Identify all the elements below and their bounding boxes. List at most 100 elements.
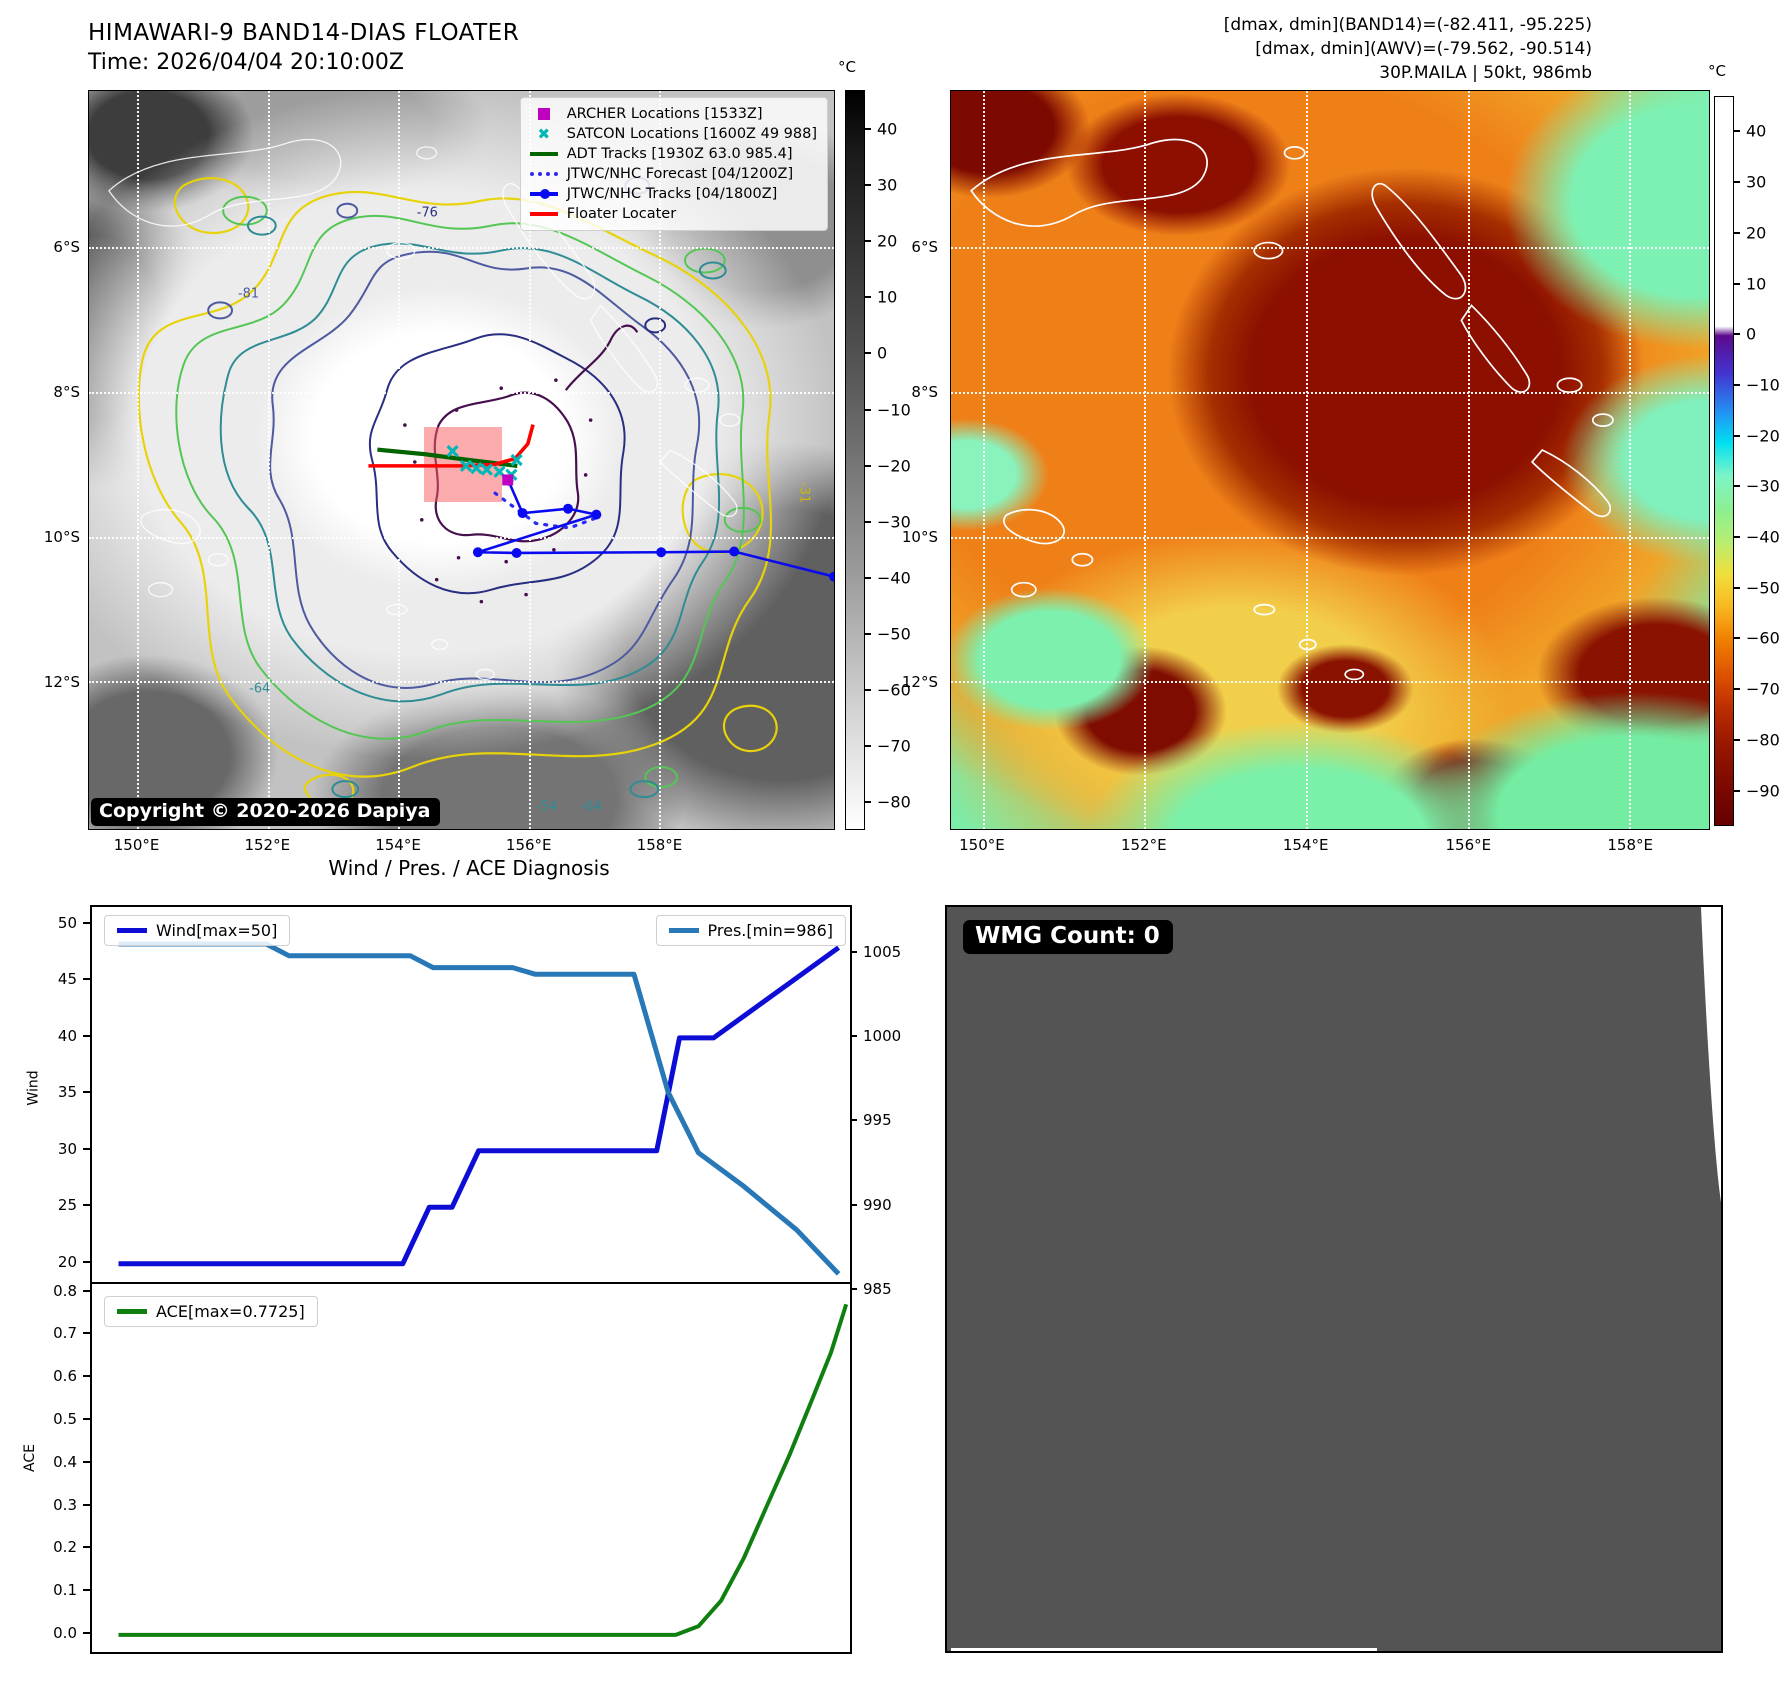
y-tick-label: 0.7: [53, 1324, 77, 1343]
y-tick-mark: [83, 1332, 90, 1335]
y-tick-label: 0.1: [53, 1581, 77, 1600]
colorbar-tick-mark: [865, 688, 871, 691]
colorbar-tick-mark: [1734, 688, 1740, 691]
lat-tick-label: 10°S: [901, 527, 938, 546]
y-tick-mark: [850, 951, 857, 954]
y-tick-mark: [83, 978, 90, 981]
legend-line-swatch: [668, 928, 699, 933]
y-tick-mark: [83, 1375, 90, 1378]
colorbar-tick-label: −90: [1746, 781, 1780, 800]
y-tick-label: 45: [57, 970, 77, 989]
y-tick-label: 25: [57, 1196, 77, 1215]
map-legend-item: ADT Tracks [1930Z 63.0 985.4]: [527, 144, 817, 164]
floater-locater-line: [368, 424, 535, 468]
wmg-count-badge: WMG Count: 0: [963, 920, 1173, 954]
colorbar-tick-label: −80: [1746, 730, 1780, 750]
colorbar-tick-mark: [865, 744, 871, 747]
lon-tick-label: 158°E: [1607, 836, 1653, 854]
y-tick-label: 990: [863, 1195, 892, 1214]
colorbar-tick-mark: [1734, 333, 1740, 336]
map-legend-item: Floater Locater: [527, 204, 817, 224]
y-tick-label: 50: [57, 914, 77, 933]
lon-tick-label: 152°E: [244, 836, 291, 854]
gridline-lat: [89, 536, 834, 539]
map-legend-label: JTWC/NHC Forecast [04/1200Z]: [566, 166, 794, 182]
colorbar-tick-label: 40: [877, 119, 898, 139]
y-tick-label: 0.5: [53, 1409, 77, 1428]
contour-value-label: -54: [536, 800, 557, 815]
lat-tick-label: 6°S: [53, 237, 80, 256]
legend-line-swatch: [117, 1309, 147, 1314]
pressure-axis-ticks: 985 990 995 1000 1005: [850, 905, 906, 1298]
colorbar-tick-label: −60: [1746, 628, 1780, 648]
gridline-lon: [267, 91, 270, 829]
wmg-bottom-gap: [951, 1648, 1377, 1651]
satcon-x-marker: [470, 462, 483, 475]
colorbar-tick-mark: [1734, 789, 1740, 792]
y-tick-label: 0.6: [53, 1367, 77, 1386]
y-tick-label: 0.3: [53, 1495, 77, 1514]
colorbar-tick-label: 10: [877, 287, 898, 307]
colorbar-tick-label: −50: [877, 624, 911, 644]
lat-tick-label: 8°S: [53, 382, 80, 401]
gridline-lon: [1305, 91, 1308, 829]
lon-labels-left: 150°E 152°E 154°E 156°E 158°E: [88, 836, 835, 858]
chart-title: Wind / Pres. / ACE Diagnosis: [328, 856, 610, 880]
jtwc-track-point: [517, 508, 528, 519]
colorbar-tick-mark: [865, 800, 871, 803]
gridline-lon: [1629, 91, 1632, 829]
lon-tick-label: 154°E: [375, 836, 421, 854]
lon-tick-label: 152°E: [1120, 836, 1167, 854]
band14-satellite-map: -81 -76 -64 -54 -64 -31 ARCHER Locations [153…: [88, 90, 835, 830]
lat-labels-right: 6°S 8°S 10°S 12°S: [878, 90, 944, 830]
gridline-lon: [137, 91, 140, 829]
y-tick-label: 30: [57, 1139, 77, 1158]
colorbar-awv-gradient: [1714, 96, 1734, 826]
jtwc-track-point: [511, 548, 522, 558]
colorbar-tick-mark: [1734, 637, 1740, 640]
colorbar-band14: 40 30 20 10 0 −10 −20 −30 −40 −50 −60 −70 −80: [845, 90, 915, 830]
satcon-x-marker: [510, 453, 523, 467]
y-tick-label: 20: [57, 1252, 77, 1271]
legend-series-label: ACE[max=0.7725]: [156, 1302, 305, 1321]
line-icon: [529, 212, 558, 216]
colorbar-tick-label: −50: [1746, 578, 1780, 598]
figure-time: Time: 2026/04/04 20:10:00Z: [88, 50, 404, 75]
lat-tick-label: 10°S: [43, 527, 80, 546]
satcon-x-marker: [446, 445, 459, 458]
map-legend-item: JTWC/NHC Forecast [04/1200Z]: [527, 164, 817, 184]
map-legend-label: ADT Tracks [1930Z 63.0 985.4]: [566, 146, 793, 162]
legend-series-label: Wind[max=50]: [156, 921, 278, 940]
jtwc-track-line: [477, 480, 834, 578]
gridline-lat: [89, 681, 834, 684]
y-tick-mark: [83, 1034, 90, 1037]
colorbar-tick-label: 40: [1746, 121, 1767, 141]
colorbar-tick-mark: [1734, 434, 1740, 437]
line-icon: [529, 189, 558, 199]
ace-axis-ticks: 0.0 0.1 0.2 0.3 0.4 0.5 0.6 0.7 0.8: [34, 1282, 90, 1650]
satcon-x-marker: [480, 463, 493, 476]
lat-tick-label: 8°S: [911, 382, 938, 401]
y-tick-label: 995: [863, 1111, 892, 1130]
colorbar-tick-label: −30: [1746, 476, 1780, 496]
gridline-lat: [89, 392, 834, 395]
y-tick-mark: [83, 1589, 90, 1592]
jtwc-track-point: [563, 503, 574, 514]
lon-tick-label: 156°E: [505, 836, 552, 854]
wmg-swath-edge: [1701, 907, 1721, 1203]
wmg-panel: WMG Count: 0: [945, 905, 1723, 1653]
square-legend-swatch: [527, 108, 561, 120]
lon-tick-label: 150°E: [113, 836, 160, 854]
colorbar-tick-label: 0: [1746, 324, 1757, 344]
legend-line-swatch: [117, 928, 147, 933]
colorbar-tick-mark: [1734, 383, 1740, 386]
map-legend-item: ARCHER Locations [1533Z]: [527, 104, 817, 124]
lon-tick-label: 154°E: [1282, 836, 1329, 854]
y-tick-mark: [83, 1091, 90, 1094]
ace-plot: [118, 1303, 849, 1637]
colorbar-tick-label: −10: [1746, 375, 1780, 395]
line-legend-swatch: [527, 212, 561, 216]
colorbar-tick-label: 20: [1746, 223, 1767, 243]
gridline-lon: [1467, 91, 1470, 829]
colorbar-tick-mark: [865, 632, 871, 635]
